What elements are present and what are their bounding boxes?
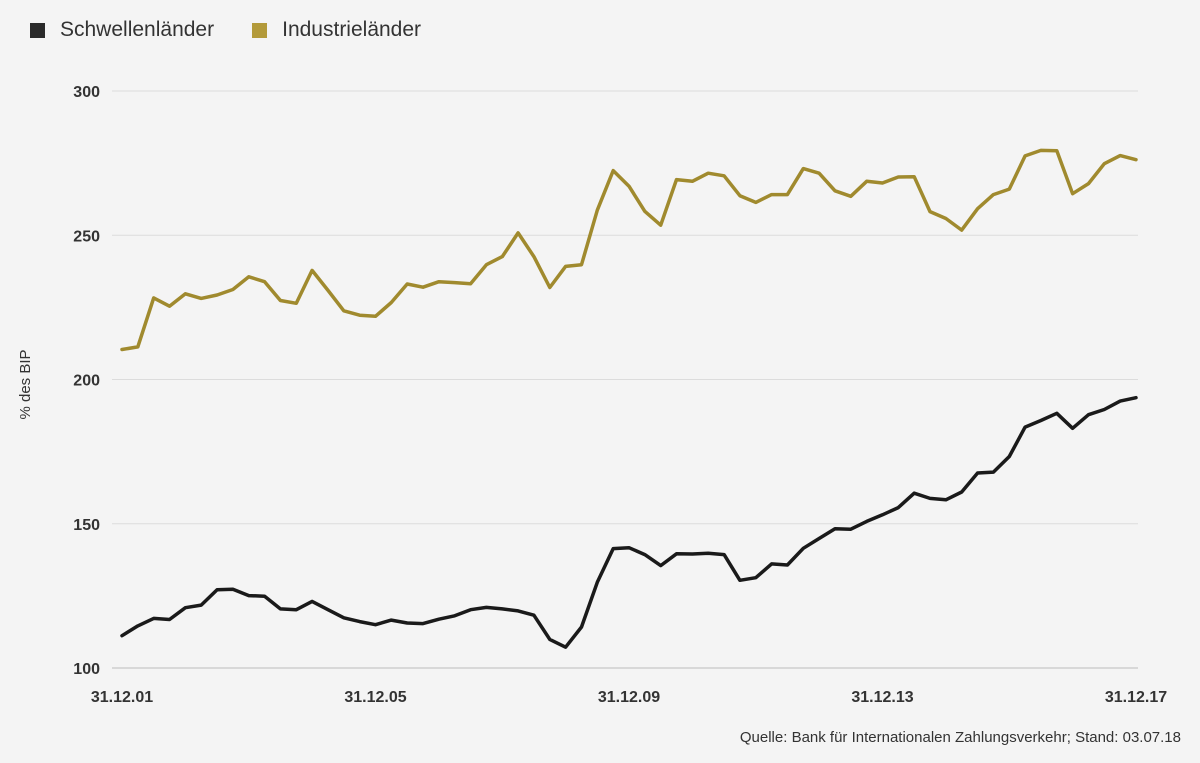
- legend-label-industrielaender: Industrieländer: [282, 18, 422, 41]
- legend-swatch-schwellenlaender: [30, 22, 45, 38]
- y-axis-title: % des BIP: [17, 349, 34, 419]
- series-line-industrielaender: [120, 148, 1138, 352]
- y-tick-label-200: 200: [73, 373, 100, 390]
- legend-swatch-industrielaender: [252, 22, 268, 38]
- legend-item-schwellenlaender[interactable]: Schwellenländer: [30, 18, 214, 42]
- x-tick-label-0: 31.12.01: [91, 689, 153, 706]
- x-tick-label-3: 31.12.13: [851, 689, 913, 706]
- y-tick-label-250: 250: [73, 228, 100, 245]
- x-tick-label-2: 31.12.09: [598, 689, 660, 706]
- legend-label-schwellenlaender: Schwellenländer: [60, 18, 215, 41]
- series-line-schwellenlaender: [120, 395, 1138, 649]
- y-tick-label-100: 100: [73, 661, 100, 678]
- y-tick-label-150: 150: [73, 517, 100, 534]
- x-tick-label-1: 31.12.05: [344, 689, 406, 706]
- x-tick-label-4: 31.12.17: [1105, 689, 1167, 706]
- legend: Schwellenländer Industrieländer: [30, 18, 459, 42]
- legend-item-industrielaender[interactable]: Industrieländer: [252, 18, 421, 42]
- source-note: Quelle: Bank für Internationalen Zahlung…: [739, 729, 1181, 746]
- y-tick-label-300: 300: [73, 84, 100, 101]
